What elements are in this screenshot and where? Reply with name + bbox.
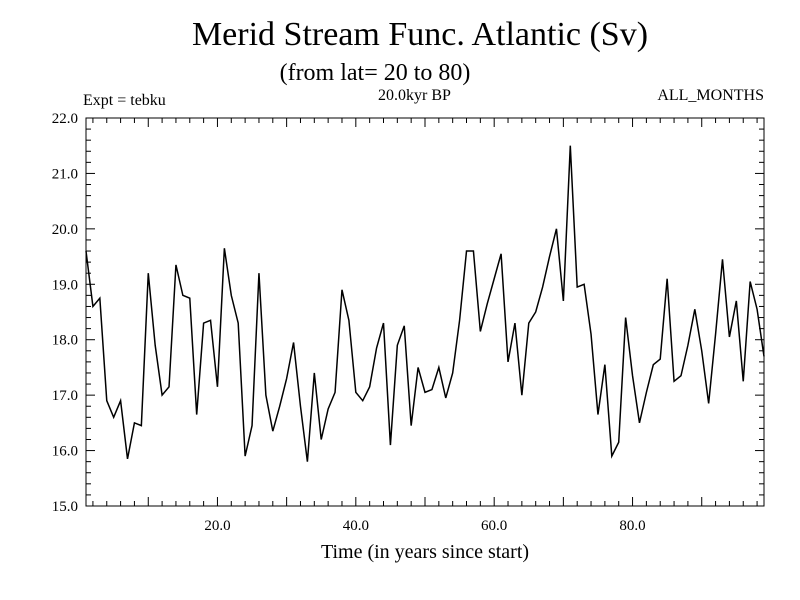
- x-tick-label: 20.0: [204, 518, 230, 534]
- months-label: ALL_MONTHS: [657, 87, 764, 104]
- chart-subtitle: (from lat= 20 to 80): [279, 60, 471, 86]
- x-tick-label: 80.0: [619, 518, 645, 534]
- y-tick-label: 19.0: [52, 277, 78, 293]
- chart-title: Merid Stream Func. Atlantic (Sv): [191, 16, 649, 53]
- y-tick-label: 17.0: [52, 388, 78, 404]
- series-line: [85, 145, 765, 462]
- plot-frame: [85, 117, 765, 507]
- x-axis-title: Time (in years since start): [321, 541, 529, 563]
- x-tick-label: 40.0: [343, 518, 369, 534]
- x-tick-label: 60.0: [481, 518, 507, 534]
- axis-ticks: [86, 117, 764, 507]
- period-label: 20.0kyr BP: [378, 87, 451, 104]
- y-tick-label: 15.0: [52, 499, 78, 515]
- axis-tick-labels: 20.0 40.0 60.0 80.0 15.0 16.0 17.0 18.0 19.0 20.0…: [52, 111, 646, 534]
- y-tick-label: 18.0: [52, 333, 78, 349]
- y-tick-label: 16.0: [52, 444, 78, 460]
- y-tick-label: 21.0: [52, 166, 78, 182]
- y-tick-label: 22.0: [52, 111, 78, 127]
- y-tick-label: 20.0: [52, 222, 78, 238]
- experiment-label: Expt = tebku: [83, 92, 166, 109]
